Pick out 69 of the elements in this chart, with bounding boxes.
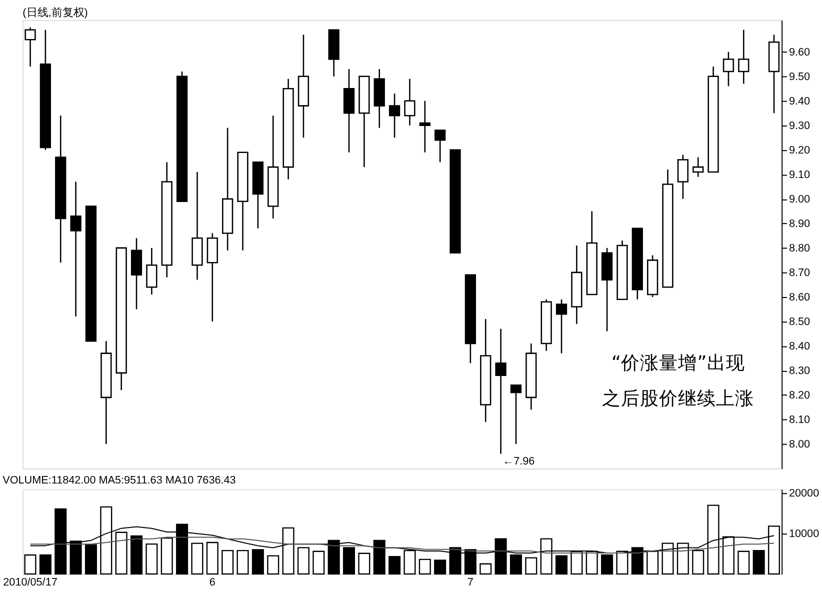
y-tick-label: 9.50 [788, 70, 810, 83]
y-tick-label: 8.20 [788, 389, 810, 402]
bar [418, 558, 431, 575]
y-tick-label: 8.70 [788, 266, 810, 279]
y-tick-label: 10000 [788, 528, 820, 540]
candlestick [24, 26, 36, 68]
bar [480, 563, 492, 575]
bar [146, 543, 158, 575]
y-tick-label: 9.00 [788, 193, 810, 206]
y-tick-label: 8.40 [788, 340, 810, 352]
candlestick [70, 181, 82, 318]
y-tick-label: 8.90 [788, 218, 810, 230]
bar [752, 550, 765, 575]
bar [601, 554, 614, 575]
y-tick-label: 9.40 [788, 95, 810, 108]
annotation: “价涨量增”出现 [611, 352, 745, 374]
bar [373, 540, 386, 575]
bar [160, 537, 173, 575]
y-tick-label: 8.50 [788, 316, 810, 328]
annotation: ←7.96 [502, 456, 535, 468]
bar [297, 547, 310, 575]
candlestick [510, 384, 522, 445]
y-tick-label: 8.80 [788, 242, 810, 254]
bar [312, 550, 325, 575]
y-tick-label: 9.20 [788, 144, 810, 156]
bar [24, 554, 36, 575]
y-tick-label: 8.10 [788, 414, 810, 426]
line-series [30, 536, 774, 554]
candlestick [722, 51, 734, 87]
y-tick-label: 9.30 [788, 120, 810, 132]
bar [358, 552, 370, 575]
y-tick-label: 20000 [788, 488, 820, 500]
candlestick [404, 78, 416, 126]
candlestick [419, 100, 430, 154]
y-tick-label: 8.60 [788, 291, 810, 304]
y-tick-label: 9.60 [788, 46, 810, 58]
bar [388, 556, 401, 575]
candlestick [388, 92, 400, 138]
candlestick [692, 156, 704, 178]
y-tick-label: 9.10 [788, 168, 810, 181]
bar [236, 550, 249, 575]
bar [39, 554, 52, 575]
candlestick [495, 328, 506, 454]
x-tick-label: 6 [209, 576, 216, 588]
bar [267, 555, 280, 575]
candlestick [434, 130, 446, 163]
bar [692, 550, 704, 575]
bar [434, 560, 446, 575]
candlestick [677, 154, 688, 200]
candlestick [738, 29, 750, 84]
annotation: 之后股价继续上涨 [602, 387, 754, 410]
bar [555, 555, 568, 575]
bar [738, 550, 750, 575]
bar [222, 550, 234, 575]
bar [84, 544, 97, 575]
x-tick-label: 2010/05/17 [3, 576, 58, 588]
y-tick-label: 8.00 [788, 438, 810, 450]
x-tick-label: 7 [467, 576, 474, 588]
chart-title: VOLUME:11842.00 MA5:9511.63 MA10 7636.43 [2, 474, 236, 486]
y-tick-label: 8.30 [788, 364, 810, 377]
bar [191, 542, 204, 575]
bar [252, 549, 264, 575]
candlestick [146, 247, 158, 296]
candlestick [556, 298, 568, 354]
bar [342, 547, 356, 575]
bar [525, 557, 538, 575]
bar [130, 535, 143, 575]
bar [206, 542, 218, 575]
chart-title: (日线,前复权) [22, 6, 88, 20]
